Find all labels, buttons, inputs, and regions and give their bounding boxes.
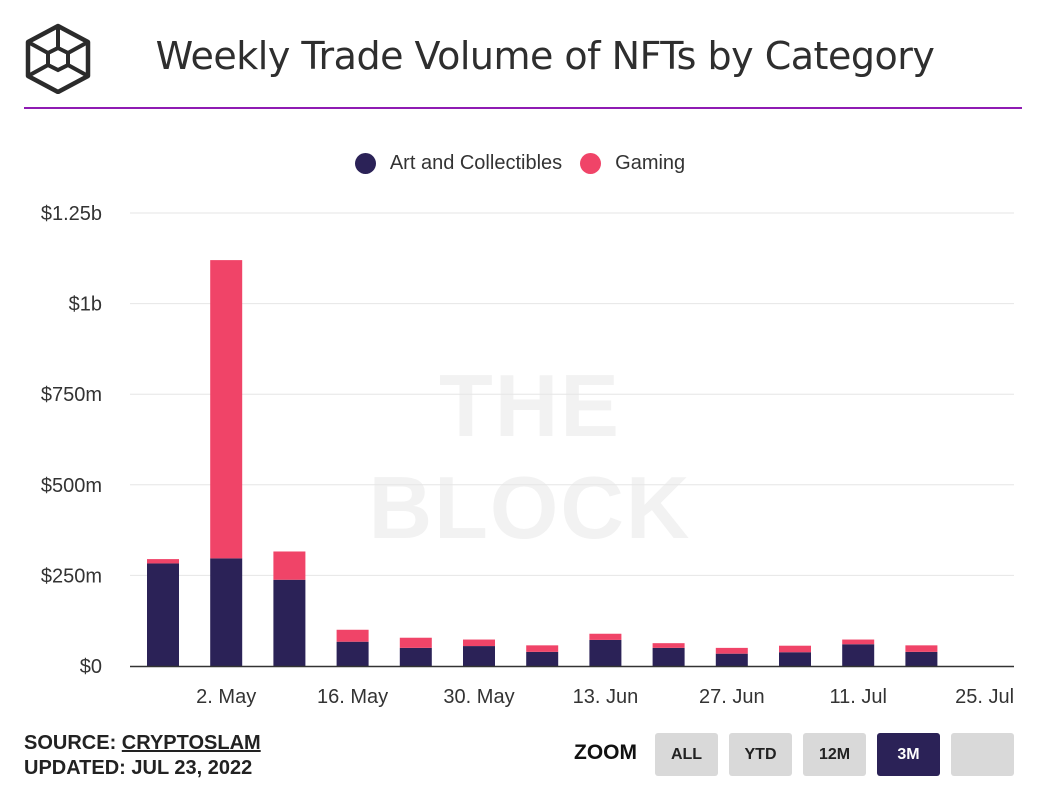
bar-gaming[interactable] bbox=[842, 639, 875, 645]
zoom-12m-button[interactable]: 12M bbox=[803, 733, 866, 776]
zoom-label: ZOOM bbox=[574, 741, 637, 764]
bar-gaming[interactable] bbox=[399, 637, 432, 648]
zoom-3m-button[interactable]: 3M bbox=[877, 733, 940, 776]
title-divider bbox=[24, 107, 1022, 109]
legend-item-gaming[interactable]: Gaming bbox=[580, 152, 685, 175]
bar-art-collectibles[interactable] bbox=[589, 639, 622, 666]
bar-gaming[interactable] bbox=[273, 551, 306, 580]
legend-swatch-gaming bbox=[580, 153, 602, 174]
bar-gaming[interactable] bbox=[905, 645, 938, 652]
bar-art-collectibles[interactable] bbox=[273, 579, 306, 666]
x-tick-label: 16. May bbox=[317, 686, 388, 708]
bar-gaming[interactable] bbox=[336, 629, 369, 642]
bar-art-collectibles[interactable] bbox=[399, 647, 432, 666]
the-block-logo-icon bbox=[25, 23, 91, 94]
legend-swatch-art bbox=[354, 153, 376, 174]
bar-art-collectibles[interactable] bbox=[779, 652, 811, 666]
source-info: SOURCE: CRYPTOSLAM UPDATED: JUL 23, 2022 bbox=[24, 731, 261, 781]
legend-label-gaming: Gaming bbox=[615, 152, 686, 174]
bar-gaming[interactable] bbox=[779, 645, 811, 653]
bar-gaming[interactable] bbox=[463, 639, 495, 647]
chart-title: Weekly Trade Volume of NFTs by Category bbox=[155, 34, 935, 78]
y-tick-label: $750m bbox=[41, 384, 102, 406]
bar-art-collectibles[interactable] bbox=[147, 563, 179, 666]
zoom-blank-button[interactable] bbox=[951, 733, 1014, 776]
bar-gaming[interactable] bbox=[147, 559, 179, 564]
y-tick-label: $500m bbox=[41, 475, 102, 497]
bar-art-collectibles[interactable] bbox=[336, 641, 369, 666]
bar-art-collectibles[interactable] bbox=[463, 646, 495, 666]
bar-gaming[interactable] bbox=[652, 643, 685, 648]
x-tick-label: 11. Jul bbox=[829, 686, 886, 708]
bar-gaming[interactable] bbox=[715, 647, 748, 654]
x-tick-label: 2. May bbox=[196, 686, 256, 708]
y-tick-label: $0 bbox=[80, 656, 102, 678]
bar-gaming[interactable] bbox=[210, 260, 243, 559]
y-tick-label: $250m bbox=[41, 565, 102, 587]
watermark: THE BLOCK bbox=[368, 356, 692, 557]
chart-legend: Art and Collectibles Gaming bbox=[0, 152, 1040, 175]
source-link[interactable]: CRYPTOSLAM bbox=[121, 732, 261, 754]
bar-art-collectibles[interactable] bbox=[526, 651, 559, 666]
bar-gaming[interactable] bbox=[589, 633, 622, 640]
x-tick-label: 13. Jun bbox=[573, 686, 639, 708]
bar-gaming[interactable] bbox=[526, 645, 559, 652]
source-line: SOURCE: CRYPTOSLAM bbox=[24, 731, 261, 756]
bar-art-collectibles[interactable] bbox=[210, 558, 243, 666]
bar-art-collectibles[interactable] bbox=[715, 653, 748, 666]
x-tick-label: 30. May bbox=[443, 686, 514, 708]
legend-item-art[interactable]: Art and Collectibles bbox=[354, 152, 563, 175]
zoom-all-button[interactable]: ALL bbox=[655, 733, 718, 776]
x-tick-label: 27. Jun bbox=[699, 686, 765, 708]
bar-art-collectibles[interactable] bbox=[842, 644, 875, 666]
updated-date: UPDATED: JUL 23, 2022 bbox=[24, 757, 253, 779]
bar-art-collectibles[interactable] bbox=[905, 651, 938, 666]
source-prefix: SOURCE: bbox=[24, 732, 117, 754]
legend-label-art: Art and Collectibles bbox=[389, 152, 563, 174]
zoom-ytd-button[interactable]: YTD bbox=[729, 733, 792, 776]
bar-art-collectibles[interactable] bbox=[652, 647, 685, 666]
y-tick-label: $1b bbox=[69, 294, 102, 316]
y-tick-label: $1.25b bbox=[41, 203, 102, 225]
x-tick-label: 25. Jul bbox=[955, 686, 1014, 708]
